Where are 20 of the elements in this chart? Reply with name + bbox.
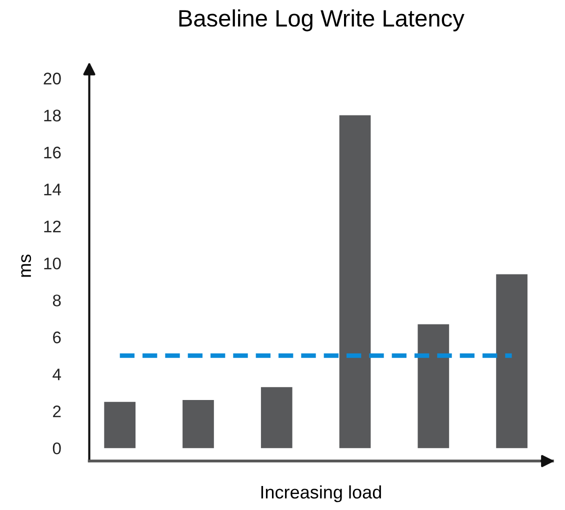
y-tick-label: 18: [44, 110, 61, 122]
y-tick-label: 8: [52, 294, 61, 306]
y-tick-label: 6: [53, 332, 61, 344]
y-tick-label: 0: [52, 442, 61, 454]
y-axis-title: ms: [21, 254, 32, 277]
bar: [182, 400, 214, 448]
bar: [496, 274, 528, 448]
chart-title: Baseline Log Write Latency: [179, 9, 464, 32]
y-tick-label: 14: [44, 184, 62, 196]
y-tick-label: 2: [53, 406, 61, 418]
bar: [104, 402, 136, 448]
y-tick-label: 20: [44, 72, 61, 84]
y-tick-label: 10: [44, 258, 61, 270]
y-tick-label: 16: [44, 146, 61, 158]
y-tick-label: 4: [52, 368, 62, 380]
bar: [339, 115, 371, 448]
bar: [260, 387, 292, 448]
bar: [418, 324, 450, 448]
y-tick-label: 12: [44, 220, 61, 232]
x-axis-title: Increasing load: [261, 485, 381, 502]
